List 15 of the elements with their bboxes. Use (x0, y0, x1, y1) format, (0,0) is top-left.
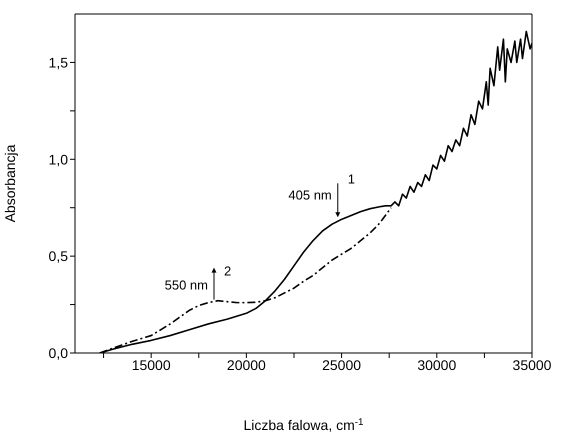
x-axis-title: Liczba falowa, cm$^{-1}$ (244, 416, 364, 433)
x-tick-label: 15000 (132, 356, 171, 373)
annotation: 2 (224, 264, 232, 279)
y-tick-label: 1,5 (48, 54, 68, 70)
annotation: 550 nm (164, 278, 208, 293)
annotation: 1 (348, 171, 356, 186)
x-tick-label: 35000 (512, 356, 552, 373)
x-tick-label: 25000 (322, 356, 362, 373)
y-tick-label: 0,5 (48, 248, 68, 264)
y-axis-title: Absorbancja (2, 144, 18, 222)
y-tick-label: 1,0 (48, 151, 68, 168)
x-tick-label: 30000 (417, 356, 456, 373)
x-tick-label: 20000 (226, 356, 266, 373)
annotation: 405 nm (288, 187, 332, 202)
y-tick-label: 0,0 (48, 344, 68, 361)
